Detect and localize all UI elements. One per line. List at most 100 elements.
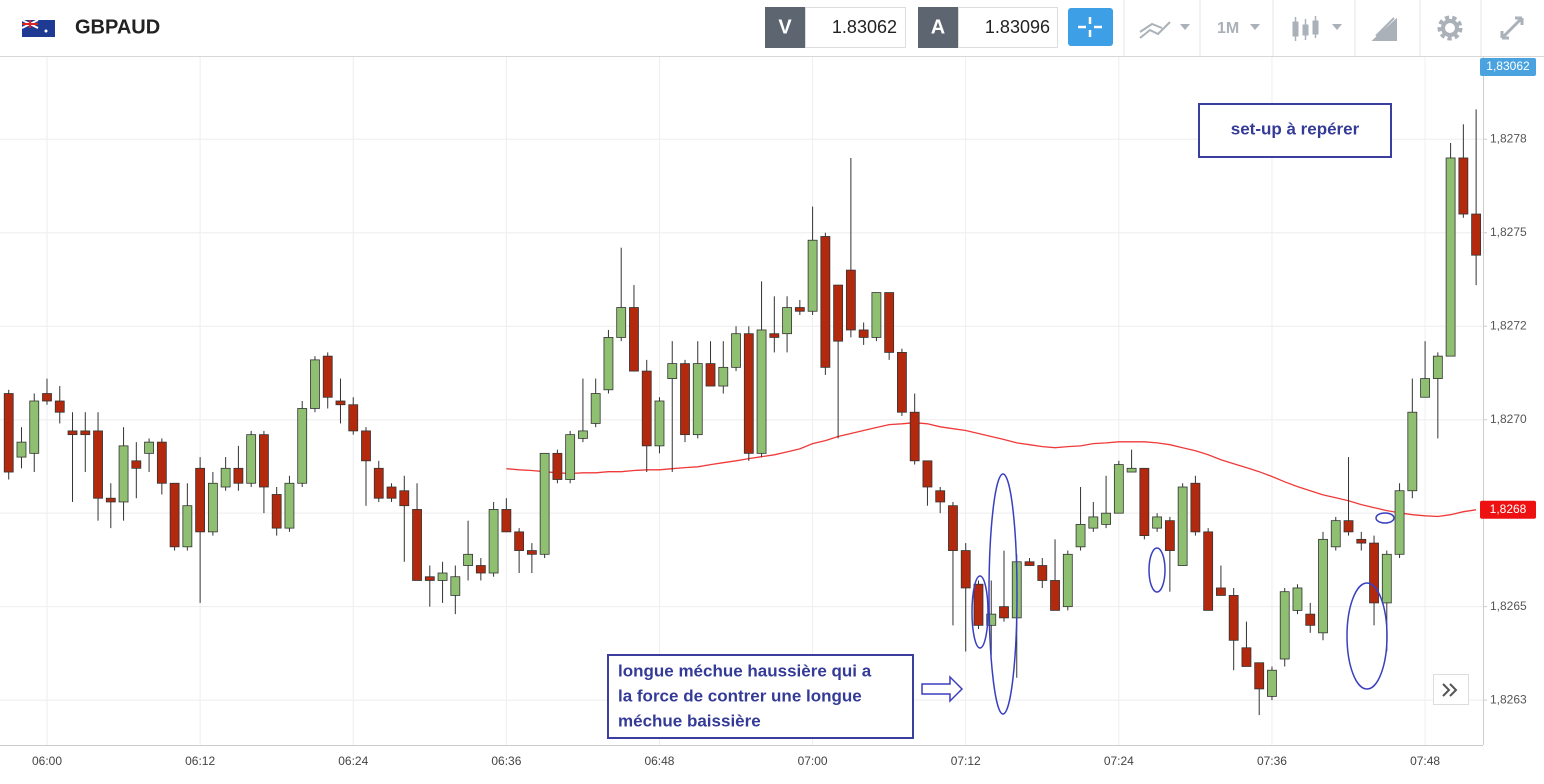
candle-body bbox=[207, 482, 218, 533]
plot bbox=[3, 109, 1482, 716]
dropdown-arrow bbox=[1332, 24, 1342, 30]
candle-body bbox=[335, 400, 346, 406]
indicator-icon[interactable] bbox=[1139, 21, 1171, 39]
candle-body bbox=[1101, 512, 1111, 525]
candle-body bbox=[794, 307, 805, 312]
scroll-button[interactable] bbox=[1433, 674, 1469, 705]
candle-body bbox=[807, 239, 818, 312]
candle-body bbox=[1126, 467, 1137, 473]
candle-body bbox=[437, 572, 448, 581]
candle-body bbox=[1037, 565, 1048, 581]
candle-body bbox=[463, 553, 473, 566]
bid-price: 1.83062 bbox=[832, 17, 897, 37]
dropdown-arrow bbox=[1180, 24, 1190, 30]
candle-body bbox=[131, 460, 142, 469]
candle-body bbox=[1062, 553, 1073, 608]
candle-body bbox=[450, 576, 461, 596]
candle-body bbox=[1343, 520, 1354, 533]
candle-body bbox=[539, 452, 550, 555]
candle-body bbox=[1471, 213, 1482, 256]
price-marker bbox=[1480, 500, 1536, 519]
ask-button[interactable] bbox=[918, 7, 958, 48]
candle-body bbox=[667, 363, 678, 379]
x-tick-label: 06:00 bbox=[32, 754, 62, 768]
timeframe[interactable]: 1M bbox=[1217, 20, 1239, 37]
candle-body bbox=[909, 411, 920, 462]
y-tick-label: 1,8270 bbox=[1490, 412, 1527, 426]
candle-body bbox=[871, 292, 882, 338]
candle-body bbox=[922, 460, 933, 488]
candle-body bbox=[743, 333, 754, 454]
candle-body bbox=[718, 366, 729, 387]
candle-body bbox=[552, 452, 563, 480]
annotations: set-up à repérer longue méchue haussière … bbox=[607, 103, 1395, 739]
candle-body bbox=[820, 236, 831, 368]
crosshair-button[interactable] bbox=[1068, 8, 1113, 46]
candle-body bbox=[960, 550, 971, 589]
candle-body bbox=[1254, 662, 1265, 690]
candle-body bbox=[1139, 467, 1150, 537]
candle-body bbox=[169, 482, 180, 548]
candle-body bbox=[692, 363, 703, 436]
candle-body bbox=[1394, 490, 1405, 555]
candle-body bbox=[284, 482, 295, 529]
toolbar: GBPAUD V 1.83062 A 1.83096 1M bbox=[0, 0, 1544, 57]
x-tick-label: 06:12 bbox=[185, 754, 215, 768]
annotation-text: longue méchue haussière qui a bbox=[618, 661, 872, 680]
x-tick-label: 07:24 bbox=[1104, 754, 1134, 768]
annotation-box bbox=[607, 654, 914, 739]
candle-body bbox=[897, 351, 907, 413]
candle-body bbox=[246, 434, 257, 484]
candle-body bbox=[501, 509, 512, 533]
candle-body bbox=[1381, 553, 1392, 604]
candle-body bbox=[322, 355, 333, 398]
candle-type-icon[interactable] bbox=[1292, 16, 1319, 41]
price-marker-label: 1,8268 bbox=[1490, 502, 1527, 516]
candle-body bbox=[756, 329, 767, 454]
candle-body bbox=[1050, 580, 1060, 611]
candle-body bbox=[1190, 482, 1201, 533]
grid bbox=[0, 57, 1483, 745]
candle-body bbox=[986, 613, 997, 626]
candle-body bbox=[233, 467, 244, 484]
annotation-text: set-up à repérer bbox=[1231, 119, 1360, 138]
toolbar-separators bbox=[1123, 0, 1482, 56]
candle-body bbox=[1241, 647, 1252, 667]
candle-body bbox=[845, 269, 856, 331]
candle-body bbox=[1203, 531, 1214, 611]
candle-body bbox=[769, 333, 780, 338]
candle-body bbox=[1164, 520, 1175, 551]
y-tick-label: 1,8278 bbox=[1490, 131, 1527, 145]
price-marker bbox=[1480, 58, 1536, 76]
flag-icon bbox=[21, 19, 55, 37]
candle-body bbox=[118, 445, 129, 503]
candle-body bbox=[782, 307, 792, 335]
candle-body bbox=[156, 441, 167, 484]
bid-button[interactable] bbox=[765, 7, 805, 48]
highlight-ellipse bbox=[971, 575, 989, 649]
candle-body bbox=[680, 363, 690, 436]
arrow bbox=[921, 675, 964, 703]
candle-body bbox=[1228, 595, 1239, 641]
crosshair-icon bbox=[1078, 17, 1102, 37]
candle-body bbox=[1458, 157, 1469, 215]
settings-icon[interactable] bbox=[1437, 15, 1463, 41]
candle-body bbox=[1088, 516, 1099, 529]
flag-star bbox=[44, 29, 48, 33]
candle-body bbox=[565, 434, 576, 480]
candle-body bbox=[603, 337, 614, 391]
candle-body bbox=[1267, 669, 1277, 697]
drawing-icon[interactable] bbox=[1371, 17, 1397, 41]
candle-body bbox=[1075, 523, 1086, 548]
candle-body bbox=[1420, 378, 1430, 398]
candle-body bbox=[1356, 538, 1367, 544]
x-tick-label: 06:36 bbox=[491, 754, 521, 768]
candle-body bbox=[399, 490, 410, 507]
fullscreen-icon[interactable] bbox=[1500, 16, 1524, 40]
x-tick-label: 06:24 bbox=[338, 754, 368, 768]
candle-body bbox=[578, 430, 588, 439]
candle-body bbox=[1216, 587, 1226, 596]
candle-body bbox=[144, 441, 154, 454]
annotation-box bbox=[1198, 103, 1392, 158]
moving-average-line bbox=[506, 422, 1477, 518]
